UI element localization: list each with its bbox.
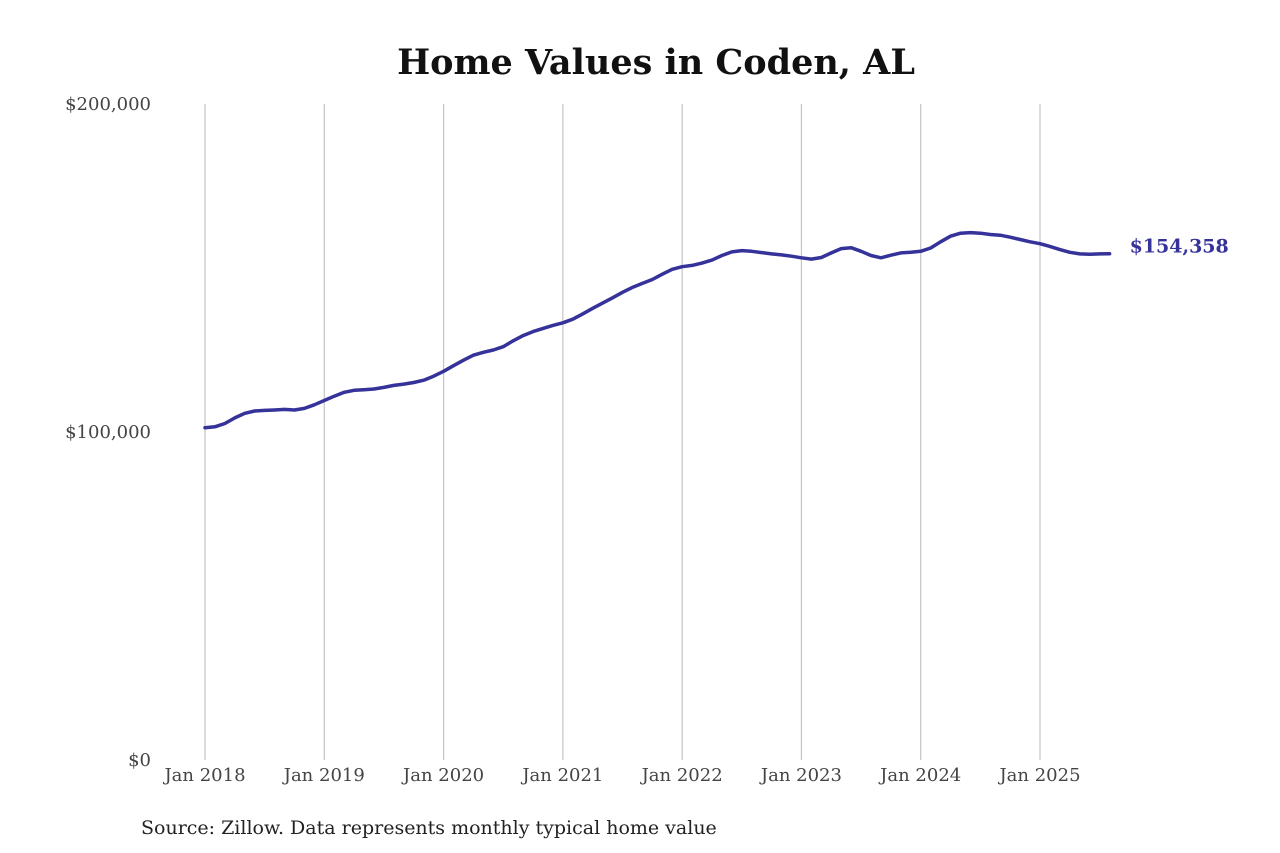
x-tick-label: Jan 2019 <box>282 765 365 786</box>
x-tick-label: Jan 2021 <box>520 765 603 786</box>
series-layer: $154,358 <box>203 230 1229 430</box>
source-note: Source: Zillow. Data represents monthly … <box>141 817 717 839</box>
series-line <box>203 230 1112 430</box>
chart-title: Home Values in Coden, AL <box>397 42 915 83</box>
y-tick-label: $200,000 <box>65 94 151 115</box>
x-axis: Jan 2018 Jan 2019 Jan 2020 Jan 2021 Jan 2022… <box>162 765 1080 786</box>
x-tick-label: Jan 2022 <box>640 765 723 786</box>
x-tick-label: Jan 2018 <box>162 765 245 786</box>
end-value-label: $154,358 <box>1130 236 1229 258</box>
x-tick-label: Jan 2025 <box>997 765 1080 786</box>
gridlines <box>204 104 1041 760</box>
x-tick-label: Jan 2023 <box>759 765 842 786</box>
y-tick-label: $0 <box>128 750 151 771</box>
y-axis: $0 $100,000 $200,000 <box>65 94 151 771</box>
x-tick-label: Jan 2020 <box>401 765 484 786</box>
x-tick-label: Jan 2024 <box>878 765 961 786</box>
y-tick-label: $100,000 <box>65 422 151 443</box>
